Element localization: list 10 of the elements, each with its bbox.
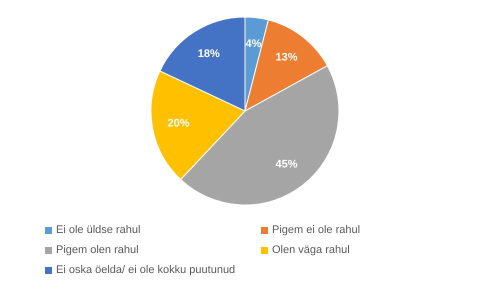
data-label: 45% [275, 158, 298, 170]
legend-label: Olen väga rahul [272, 244, 350, 256]
data-label: 13% [275, 52, 298, 64]
legend-label: Ei ole üldse rahul [56, 224, 140, 236]
data-label: 20% [168, 118, 190, 130]
legend-label: Ei oska öelda/ ei ole kokku puutunud [56, 264, 236, 276]
legend-label: Pigem ei ole rahul [272, 224, 360, 236]
data-label: 4% [246, 38, 262, 50]
data-label: 18% [198, 48, 220, 60]
legend-label: Pigem olen rahul [56, 244, 139, 256]
